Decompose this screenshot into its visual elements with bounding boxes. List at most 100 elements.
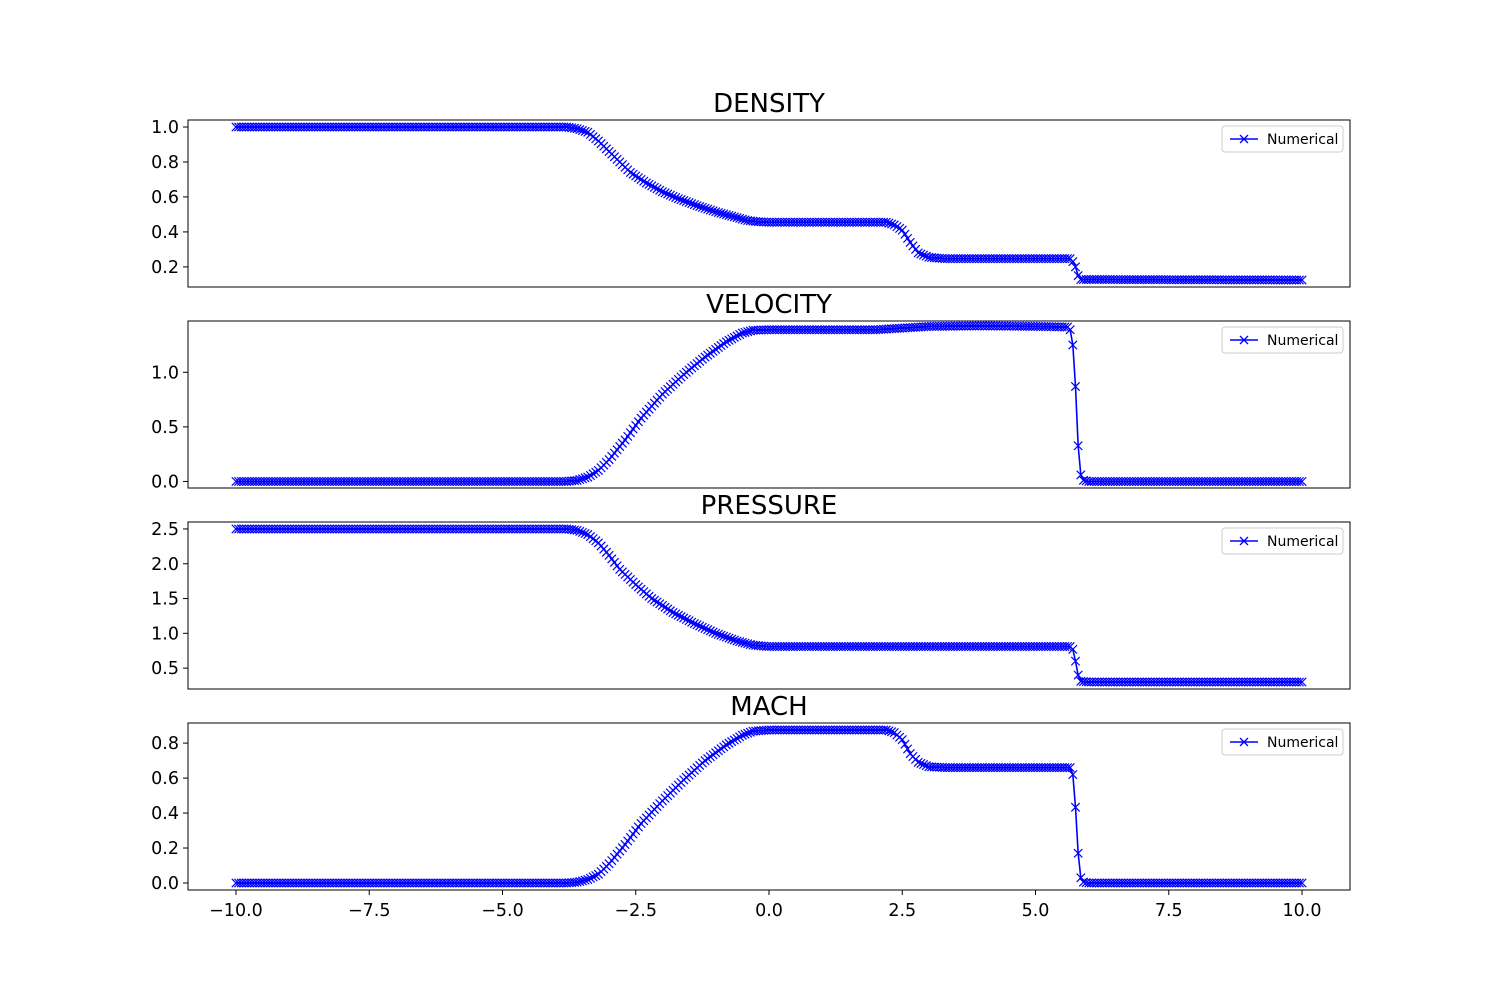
legend-marker: [1239, 536, 1249, 546]
data-point: [889, 220, 899, 230]
data-point: [671, 192, 681, 203]
data-point: [700, 203, 710, 213]
data-point: [1065, 325, 1075, 335]
data-point: [703, 625, 713, 635]
data-point: [647, 181, 657, 191]
series-numerical: [231, 122, 1307, 285]
data-point: [663, 189, 673, 199]
data-point: [735, 732, 745, 742]
y-tick-label: 0.4: [151, 223, 179, 243]
data-point: [729, 212, 739, 222]
data-point: [577, 125, 588, 136]
y-tick-label: 1.0: [151, 624, 179, 644]
data-point: [695, 201, 705, 212]
data-point: [737, 328, 747, 338]
data-point: [886, 219, 897, 229]
data-point: [735, 637, 745, 647]
data-point: [580, 473, 590, 483]
data-point: [902, 744, 913, 754]
legend-box: [1221, 527, 1344, 555]
data-point: [631, 171, 641, 181]
y-tick-label: 0.0: [151, 472, 179, 492]
legend-box: [1221, 326, 1344, 354]
data-point: [732, 733, 742, 744]
data-point: [679, 196, 689, 206]
data-point: [569, 123, 580, 133]
data-point: [569, 525, 580, 535]
data-point: [572, 475, 582, 485]
series-numerical: [231, 524, 1307, 687]
data-point: [575, 876, 585, 887]
y-tick-label: 1.0: [151, 118, 179, 138]
data-point: [737, 637, 747, 648]
data-point: [913, 757, 923, 767]
data-point: [703, 204, 713, 214]
data-point: [649, 595, 660, 605]
legend: Numerical: [1221, 527, 1344, 555]
legend: Numerical: [1221, 326, 1344, 354]
data-point: [743, 728, 753, 738]
data-point: [1294, 476, 1304, 487]
data-point: [591, 870, 601, 881]
y-tick-label: 0.0: [151, 874, 179, 894]
data-point: [695, 621, 705, 631]
data-point: [647, 593, 657, 604]
data-point: [721, 740, 731, 750]
data-point: [575, 124, 585, 135]
x-tick-label: 7.5: [1155, 901, 1183, 921]
data-point: [916, 249, 926, 259]
data-point: [719, 209, 729, 219]
data-point: [737, 214, 747, 224]
data-point: [588, 872, 598, 882]
axes-frame: [187, 320, 1351, 489]
data-point: [580, 528, 590, 539]
data-point: [649, 182, 660, 192]
data-point: [918, 759, 929, 770]
series-line: [235, 325, 1303, 483]
data-point: [1070, 656, 1081, 666]
data-point: [708, 206, 718, 216]
x-tick-label: −5.0: [481, 901, 524, 921]
data-point: [719, 631, 729, 641]
data-point: [1062, 762, 1073, 773]
data-point: [1073, 848, 1083, 858]
legend-box: [1221, 125, 1344, 153]
y-tick-label: 0.5: [151, 418, 179, 438]
legend-marker: [1239, 737, 1249, 747]
data-point: [679, 613, 689, 623]
series-numerical: [231, 321, 1307, 487]
data-point: [1297, 275, 1307, 285]
data-point: [735, 329, 745, 340]
data-point: [743, 639, 753, 649]
data-point: [1068, 769, 1078, 780]
data-point: [676, 612, 686, 622]
data-point: [633, 173, 644, 183]
data-point: [657, 600, 668, 611]
data-point: [740, 327, 750, 337]
data-point: [705, 626, 715, 636]
legend: Numerical: [1221, 125, 1344, 153]
data-point: [737, 730, 747, 740]
panel-title: MACH: [730, 692, 807, 722]
data-point: [697, 622, 707, 632]
data-point: [644, 179, 654, 190]
data-point: [676, 195, 686, 205]
axes-frame: [187, 722, 1351, 891]
data-point: [711, 207, 721, 217]
panel-velocity: VELOCITY 0.0 0.5 1.0 Numerical: [151, 290, 1351, 492]
data-point: [732, 331, 742, 341]
data-point: [902, 233, 913, 243]
legend-label: Numerical: [1267, 534, 1338, 550]
data-point: [729, 635, 739, 645]
series-line: [235, 729, 1303, 884]
x-tick-label: 10.0: [1283, 901, 1322, 921]
data-point: [729, 332, 739, 342]
data-point: [1065, 762, 1075, 773]
data-point: [625, 167, 636, 178]
data-point: [577, 876, 588, 886]
data-point: [583, 874, 593, 885]
data-point: [1297, 677, 1307, 687]
data-point: [641, 178, 652, 188]
data-point: [884, 726, 894, 736]
